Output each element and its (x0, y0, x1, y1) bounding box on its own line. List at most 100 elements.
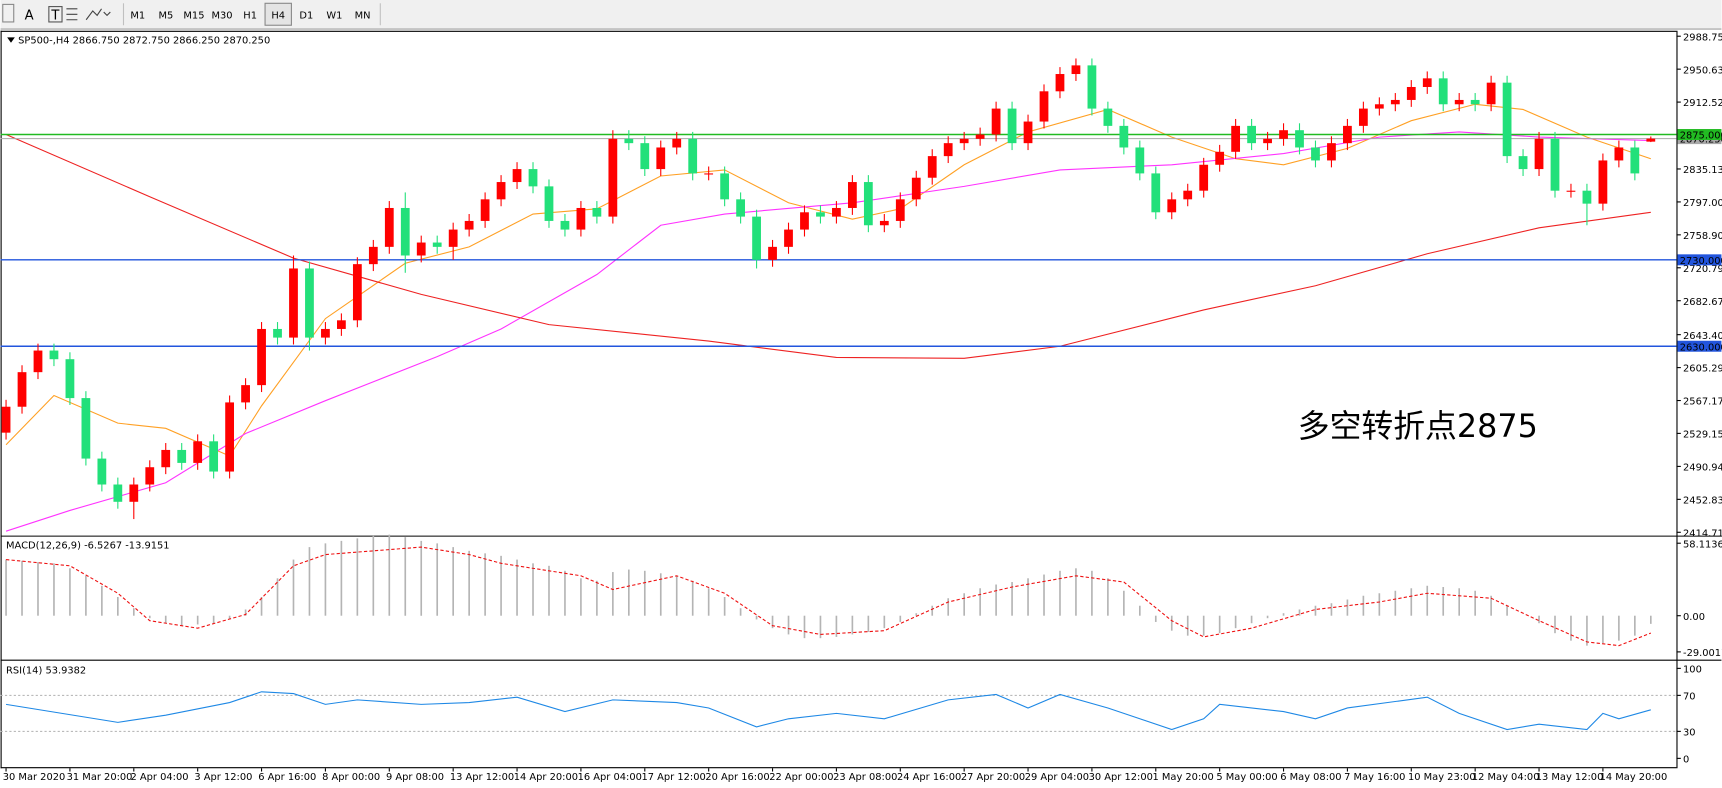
candle-body (656, 147, 666, 170)
y-tick-label: 2720.790 (1683, 264, 1722, 275)
y-tick-label: 0.00 (1683, 612, 1705, 623)
candle-body (1598, 160, 1608, 204)
y-tick-label: 2682.675 (1683, 297, 1722, 308)
timeframe-button[interactable]: H4 (271, 10, 285, 21)
candle-body (1582, 190, 1592, 204)
x-tick-label: 20 Apr 16:00 (705, 772, 769, 783)
candle-body (736, 199, 745, 217)
toolbar (0, 0, 1722, 29)
candle-body (1422, 78, 1432, 87)
candle-body (241, 385, 250, 403)
rsi-line (5, 691, 1651, 731)
y-tick-label: 2912.520 (1683, 98, 1722, 109)
candle-body (49, 350, 59, 360)
candle-body (1374, 104, 1384, 109)
cursor-icon[interactable] (2, 3, 15, 23)
x-tick-label: 2 Apr 04:00 (131, 772, 189, 783)
y-tick-label: 70 (1683, 691, 1696, 702)
candle-body (1614, 147, 1624, 161)
timeframe-button[interactable]: M15 (183, 10, 204, 21)
candle-body (1630, 147, 1640, 174)
candle-body (225, 402, 235, 472)
y-tick-label: 2490.945 (1683, 463, 1722, 474)
shapes-icon[interactable] (66, 8, 78, 21)
y-tick-label: 2529.150 (1683, 429, 1722, 440)
candle-body (145, 467, 155, 485)
candle-body (720, 173, 730, 200)
x-tick-label: 14 May 20:00 (1600, 772, 1668, 783)
x-tick-label: 5 May 00:00 (1216, 772, 1277, 783)
candle-body (1311, 147, 1320, 161)
level-label-box (1677, 254, 1722, 266)
panel-title: RSI(14) 53.9382 (6, 666, 86, 677)
timeframe-button[interactable]: M1 (130, 10, 145, 21)
candle-body (464, 220, 474, 230)
candle-body (640, 143, 650, 170)
candle-body (768, 246, 777, 260)
candle-body (480, 199, 490, 221)
x-tick-label: 24 Apr 16:00 (897, 772, 961, 783)
y-tick-label: 2414.715 (1683, 528, 1722, 539)
candle-body (193, 441, 203, 463)
timeframe-button[interactable]: M30 (212, 10, 233, 21)
toolbar-buttons (2, 3, 125, 26)
candle-body (1247, 125, 1256, 144)
x-tick-label: 1 May 20:00 (1152, 772, 1213, 783)
y-tick-label: 2988.750 (1683, 32, 1722, 43)
tool-button[interactable]: A (25, 8, 34, 23)
tool-button[interactable]: T (50, 8, 60, 23)
candle-body (209, 441, 219, 472)
draw-tools-icon[interactable] (85, 8, 111, 21)
candle-body (1119, 125, 1129, 148)
y-tick-label: 30 (1683, 727, 1696, 738)
panel-title: SP500-,H4 2866.750 2872.750 2866.250 287… (18, 36, 270, 47)
candle-body (832, 207, 841, 217)
candle-body (1486, 82, 1496, 105)
y-tick-label: 0 (1683, 754, 1689, 765)
candle-body (384, 207, 394, 247)
candle-body (1502, 82, 1512, 157)
candle-body (895, 199, 905, 221)
candle-body (33, 350, 43, 373)
timeframe-button[interactable]: MN (355, 10, 371, 21)
candle-body (911, 177, 921, 200)
candle-body (65, 359, 75, 399)
candle-body (368, 246, 378, 265)
candle-body (257, 328, 266, 386)
candle-body (352, 264, 362, 321)
symbol-menu-icon[interactable] (7, 37, 15, 43)
candle-body (847, 182, 857, 208)
candle-body (416, 242, 426, 256)
timeframe-button[interactable]: M5 (158, 10, 173, 21)
candle-body (512, 169, 522, 183)
candle-body (1279, 130, 1288, 139)
x-tick-label: 3 Apr 12:00 (194, 772, 252, 783)
timeframe-button[interactable]: W1 (326, 10, 342, 21)
candle-body (1646, 138, 1656, 142)
x-tick-label: 30 Apr 12:00 (1089, 772, 1153, 783)
candle-body (161, 449, 171, 468)
moving-average (5, 131, 1651, 532)
tool-frame (48, 6, 63, 23)
candle-body (1470, 99, 1480, 105)
candle-body (1055, 74, 1065, 92)
y-tick-label: 100 (1683, 664, 1702, 675)
x-tick-label: 12 May 04:00 (1472, 772, 1540, 783)
candle-body (448, 229, 458, 247)
x-tick-label: 6 Apr 16:00 (258, 772, 316, 783)
candle-body (337, 320, 346, 329)
x-tick-label: 10 May 23:00 (1408, 772, 1476, 783)
timeframe-button[interactable]: H1 (243, 10, 257, 21)
candle-body (544, 186, 554, 221)
y-tick-label: 2950.635 (1683, 65, 1722, 76)
candle-body (1135, 147, 1145, 174)
x-tick-label: 6 May 08:00 (1280, 772, 1341, 783)
candle-body (1151, 173, 1161, 213)
candle-body (1103, 108, 1113, 126)
candle-body (1199, 164, 1209, 191)
timeframe-button[interactable]: D1 (299, 10, 313, 21)
candle-body (592, 207, 602, 217)
candle-body (17, 372, 27, 407)
candle-body (704, 173, 714, 175)
candle-body (1390, 99, 1400, 105)
